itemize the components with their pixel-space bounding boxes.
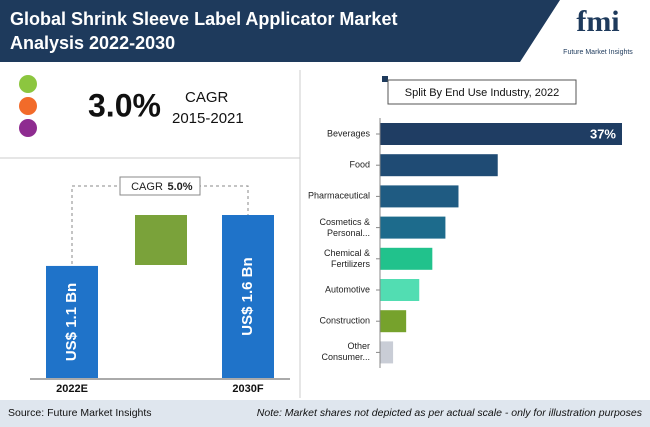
title-marker: [382, 76, 388, 82]
category-label: Other Consumer...: [321, 341, 370, 363]
bar: [380, 216, 446, 239]
category-label: Cosmetics & Personal...: [319, 216, 370, 238]
category-label: Beverages: [326, 128, 370, 139]
dot: [19, 97, 37, 115]
note: Note: Market shares not depicted as per …: [257, 407, 643, 419]
bar: [380, 123, 622, 145]
value-label: 37%: [590, 126, 616, 141]
value-label: US$ 1.6 Bn: [239, 257, 256, 335]
x-tick-label: 2022E: [56, 383, 88, 395]
cagr-box: [135, 215, 187, 265]
logo-caption: Future Market Insights: [563, 49, 633, 56]
bar: [380, 247, 433, 270]
cagr-badge-label: CAGR: [131, 181, 163, 193]
header-title: Global Shrink Sleeve Label Applicator Ma…: [10, 9, 397, 53]
dot: [19, 75, 37, 93]
cagr-bracket: [71, 185, 249, 264]
cagr-badge: [119, 176, 201, 196]
bar: [222, 215, 274, 378]
footer-band: [0, 400, 650, 427]
category-label: Automotive: [324, 284, 370, 295]
x-tick-label: 2030F: [232, 383, 263, 395]
cagr-value: 3.0%: [88, 87, 161, 123]
logo: fmi: [576, 5, 619, 38]
cagr-period: 2015-2021: [172, 110, 244, 127]
header-band: [0, 0, 560, 62]
dot: [19, 119, 37, 137]
bar: [380, 341, 394, 364]
category-label: Food: [349, 159, 370, 170]
bar: [380, 279, 420, 301]
category-label: Pharmaceutical: [307, 190, 370, 201]
bar: [380, 185, 459, 208]
title-box: [387, 79, 577, 105]
bar: [380, 154, 498, 177]
bar: [46, 265, 98, 378]
chart-title: Split By End Use Industry, 2022: [405, 87, 560, 99]
bar: [380, 310, 407, 333]
cagr-label: CAGR: [185, 89, 229, 106]
category-label: Chemical & Fertilizers: [323, 247, 370, 269]
value-label: US$ 1.1 Bn: [63, 283, 80, 361]
category-label: Construction: [319, 315, 370, 326]
source: Source: Future Market Insights: [8, 407, 152, 419]
cagr-badge-value: 5.0%: [167, 181, 192, 193]
